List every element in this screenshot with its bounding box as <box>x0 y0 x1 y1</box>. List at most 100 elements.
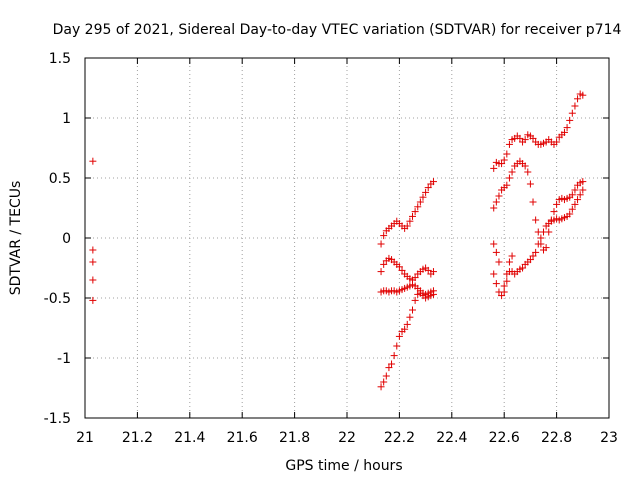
data-point <box>498 292 506 300</box>
x-tick-label: 22.2 <box>384 430 415 446</box>
data-point <box>89 296 97 304</box>
data-point <box>505 140 513 148</box>
data-point <box>390 352 398 360</box>
data-point <box>579 178 587 186</box>
data-point <box>566 116 574 124</box>
x-tick-label: 22.8 <box>541 430 572 446</box>
data-point <box>568 109 576 117</box>
data-point <box>380 260 388 268</box>
data-point <box>529 198 537 206</box>
data-point <box>411 274 419 282</box>
data-point <box>540 228 547 236</box>
data-point <box>519 264 527 272</box>
data-point <box>500 156 508 164</box>
x-axis-label: GPS time / hours <box>285 458 402 474</box>
data-point <box>579 91 587 99</box>
data-point <box>571 102 579 110</box>
data-point <box>526 180 534 188</box>
data-point <box>495 192 503 200</box>
data-point <box>505 258 513 266</box>
data-point <box>503 270 511 278</box>
y-tick-labels: 1.5 1 0.5 0 -0.5 -1 -1.5 <box>44 51 71 427</box>
data-point <box>571 200 579 208</box>
data-point <box>492 198 500 206</box>
data-point <box>406 217 414 225</box>
data-point <box>429 268 437 276</box>
data-point <box>380 232 388 240</box>
data-point <box>377 268 385 276</box>
x-tick-label: 21 <box>76 430 94 446</box>
data-point <box>492 248 500 256</box>
data-point <box>414 203 422 211</box>
x-tick-label: 21.4 <box>174 430 205 446</box>
data-point <box>542 244 550 252</box>
x-tick-label: 22 <box>338 430 356 446</box>
data-point <box>89 246 97 254</box>
data-point <box>500 288 508 296</box>
data-point <box>403 320 411 328</box>
data-point <box>505 174 513 182</box>
data-point <box>532 216 540 224</box>
data-point <box>534 240 542 248</box>
data-point <box>516 134 524 142</box>
data-point <box>532 248 540 256</box>
data-point <box>521 136 529 144</box>
data-point <box>500 282 508 290</box>
y-tick-label: 0.5 <box>49 171 71 187</box>
data-point <box>574 196 582 204</box>
data-point <box>560 128 568 136</box>
data-point <box>550 208 558 216</box>
data-point <box>574 95 582 103</box>
data-point <box>393 342 401 350</box>
data-point <box>89 258 97 266</box>
grid-lines <box>85 58 609 418</box>
data-point <box>385 364 393 372</box>
data-point <box>411 296 419 304</box>
x-tick-label: 22.6 <box>489 430 520 446</box>
data-point <box>406 313 414 321</box>
data-point <box>508 168 516 176</box>
data-point <box>529 252 537 260</box>
data-point <box>89 157 97 165</box>
data-point <box>429 178 437 186</box>
data-point <box>424 266 432 274</box>
data-point <box>388 360 396 368</box>
data-point <box>492 280 500 288</box>
data-point <box>401 325 409 333</box>
data-point <box>521 162 529 170</box>
data-point <box>508 252 516 260</box>
data-point <box>495 258 503 266</box>
data-point <box>537 234 545 242</box>
y-tick-label: -0.5 <box>44 291 71 307</box>
data-point <box>579 186 587 194</box>
data-point <box>490 240 498 248</box>
data-point <box>490 270 498 278</box>
data-point <box>422 188 430 196</box>
data-point <box>563 124 571 132</box>
y-tick-label: -1 <box>57 351 71 367</box>
x-tick-labels: 21 21.2 21.4 21.6 21.8 22 22.2 22.4 22.6 22.8 23 <box>76 430 618 446</box>
data-point <box>419 193 427 201</box>
data-point <box>416 198 424 206</box>
data-point <box>568 191 576 199</box>
data-point <box>503 150 511 158</box>
data-point <box>566 210 574 218</box>
data-point <box>529 134 537 142</box>
data-point <box>524 168 532 176</box>
data-point <box>503 277 511 285</box>
data-point <box>411 208 419 216</box>
data-point <box>89 276 97 284</box>
data-point <box>377 240 385 248</box>
data-point <box>576 191 584 199</box>
data-point <box>526 256 534 264</box>
y-tick-label: 0 <box>62 231 71 247</box>
x-tick-label: 22.4 <box>436 430 467 446</box>
data-point <box>377 383 385 391</box>
x-tick-label: 21.6 <box>227 430 258 446</box>
data-point <box>571 186 579 194</box>
y-tick-label: 1.5 <box>49 51 71 67</box>
y-tick-label: 1 <box>62 111 71 127</box>
y-axis-label: SDTVAR / TECUs <box>8 181 24 296</box>
data-point <box>398 266 406 274</box>
